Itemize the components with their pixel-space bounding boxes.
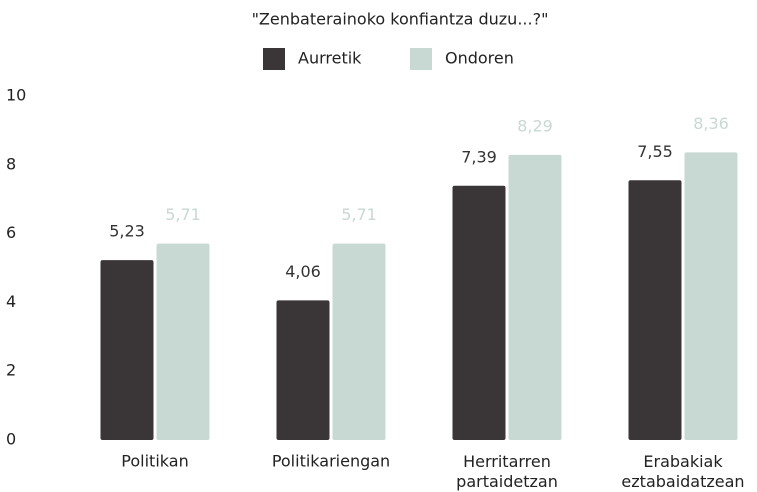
x-tick-label: Erabakiak eztabaidatzean bbox=[621, 452, 744, 491]
y-tick-label: 10 bbox=[6, 86, 26, 105]
y-tick-label: 0 bbox=[6, 430, 16, 449]
bar bbox=[332, 243, 386, 440]
legend-swatch bbox=[263, 48, 285, 70]
value-label: 8,36 bbox=[693, 114, 729, 133]
y-tick-label: 8 bbox=[6, 154, 16, 173]
x-tick-label: Herritarren partaidetzan bbox=[456, 452, 558, 491]
y-tick-label: 2 bbox=[6, 361, 16, 380]
legend-swatch bbox=[410, 48, 432, 70]
value-label: 8,29 bbox=[517, 116, 553, 135]
x-tick-label: Politikariengan bbox=[272, 452, 390, 471]
bar bbox=[684, 152, 738, 440]
legend-label: Aurretik bbox=[298, 49, 362, 68]
y-tick-label: 4 bbox=[6, 292, 16, 311]
chart-title: "Zenbaterainoko konfiantza duzu...?" bbox=[252, 10, 549, 29]
bar bbox=[156, 243, 210, 440]
x-tick-label: Politikan bbox=[121, 452, 188, 471]
value-label: 7,55 bbox=[637, 142, 673, 161]
value-label: 4,06 bbox=[285, 262, 321, 281]
value-label: 5,71 bbox=[341, 205, 377, 224]
bar bbox=[628, 180, 682, 440]
bar bbox=[452, 185, 506, 440]
bar bbox=[276, 300, 330, 440]
y-tick-label: 6 bbox=[6, 223, 16, 242]
bar bbox=[508, 154, 562, 440]
value-label: 5,71 bbox=[165, 205, 201, 224]
legend-label: Ondoren bbox=[445, 49, 514, 68]
bar bbox=[100, 260, 154, 440]
value-label: 5,23 bbox=[109, 222, 145, 241]
value-label: 7,39 bbox=[461, 147, 497, 166]
